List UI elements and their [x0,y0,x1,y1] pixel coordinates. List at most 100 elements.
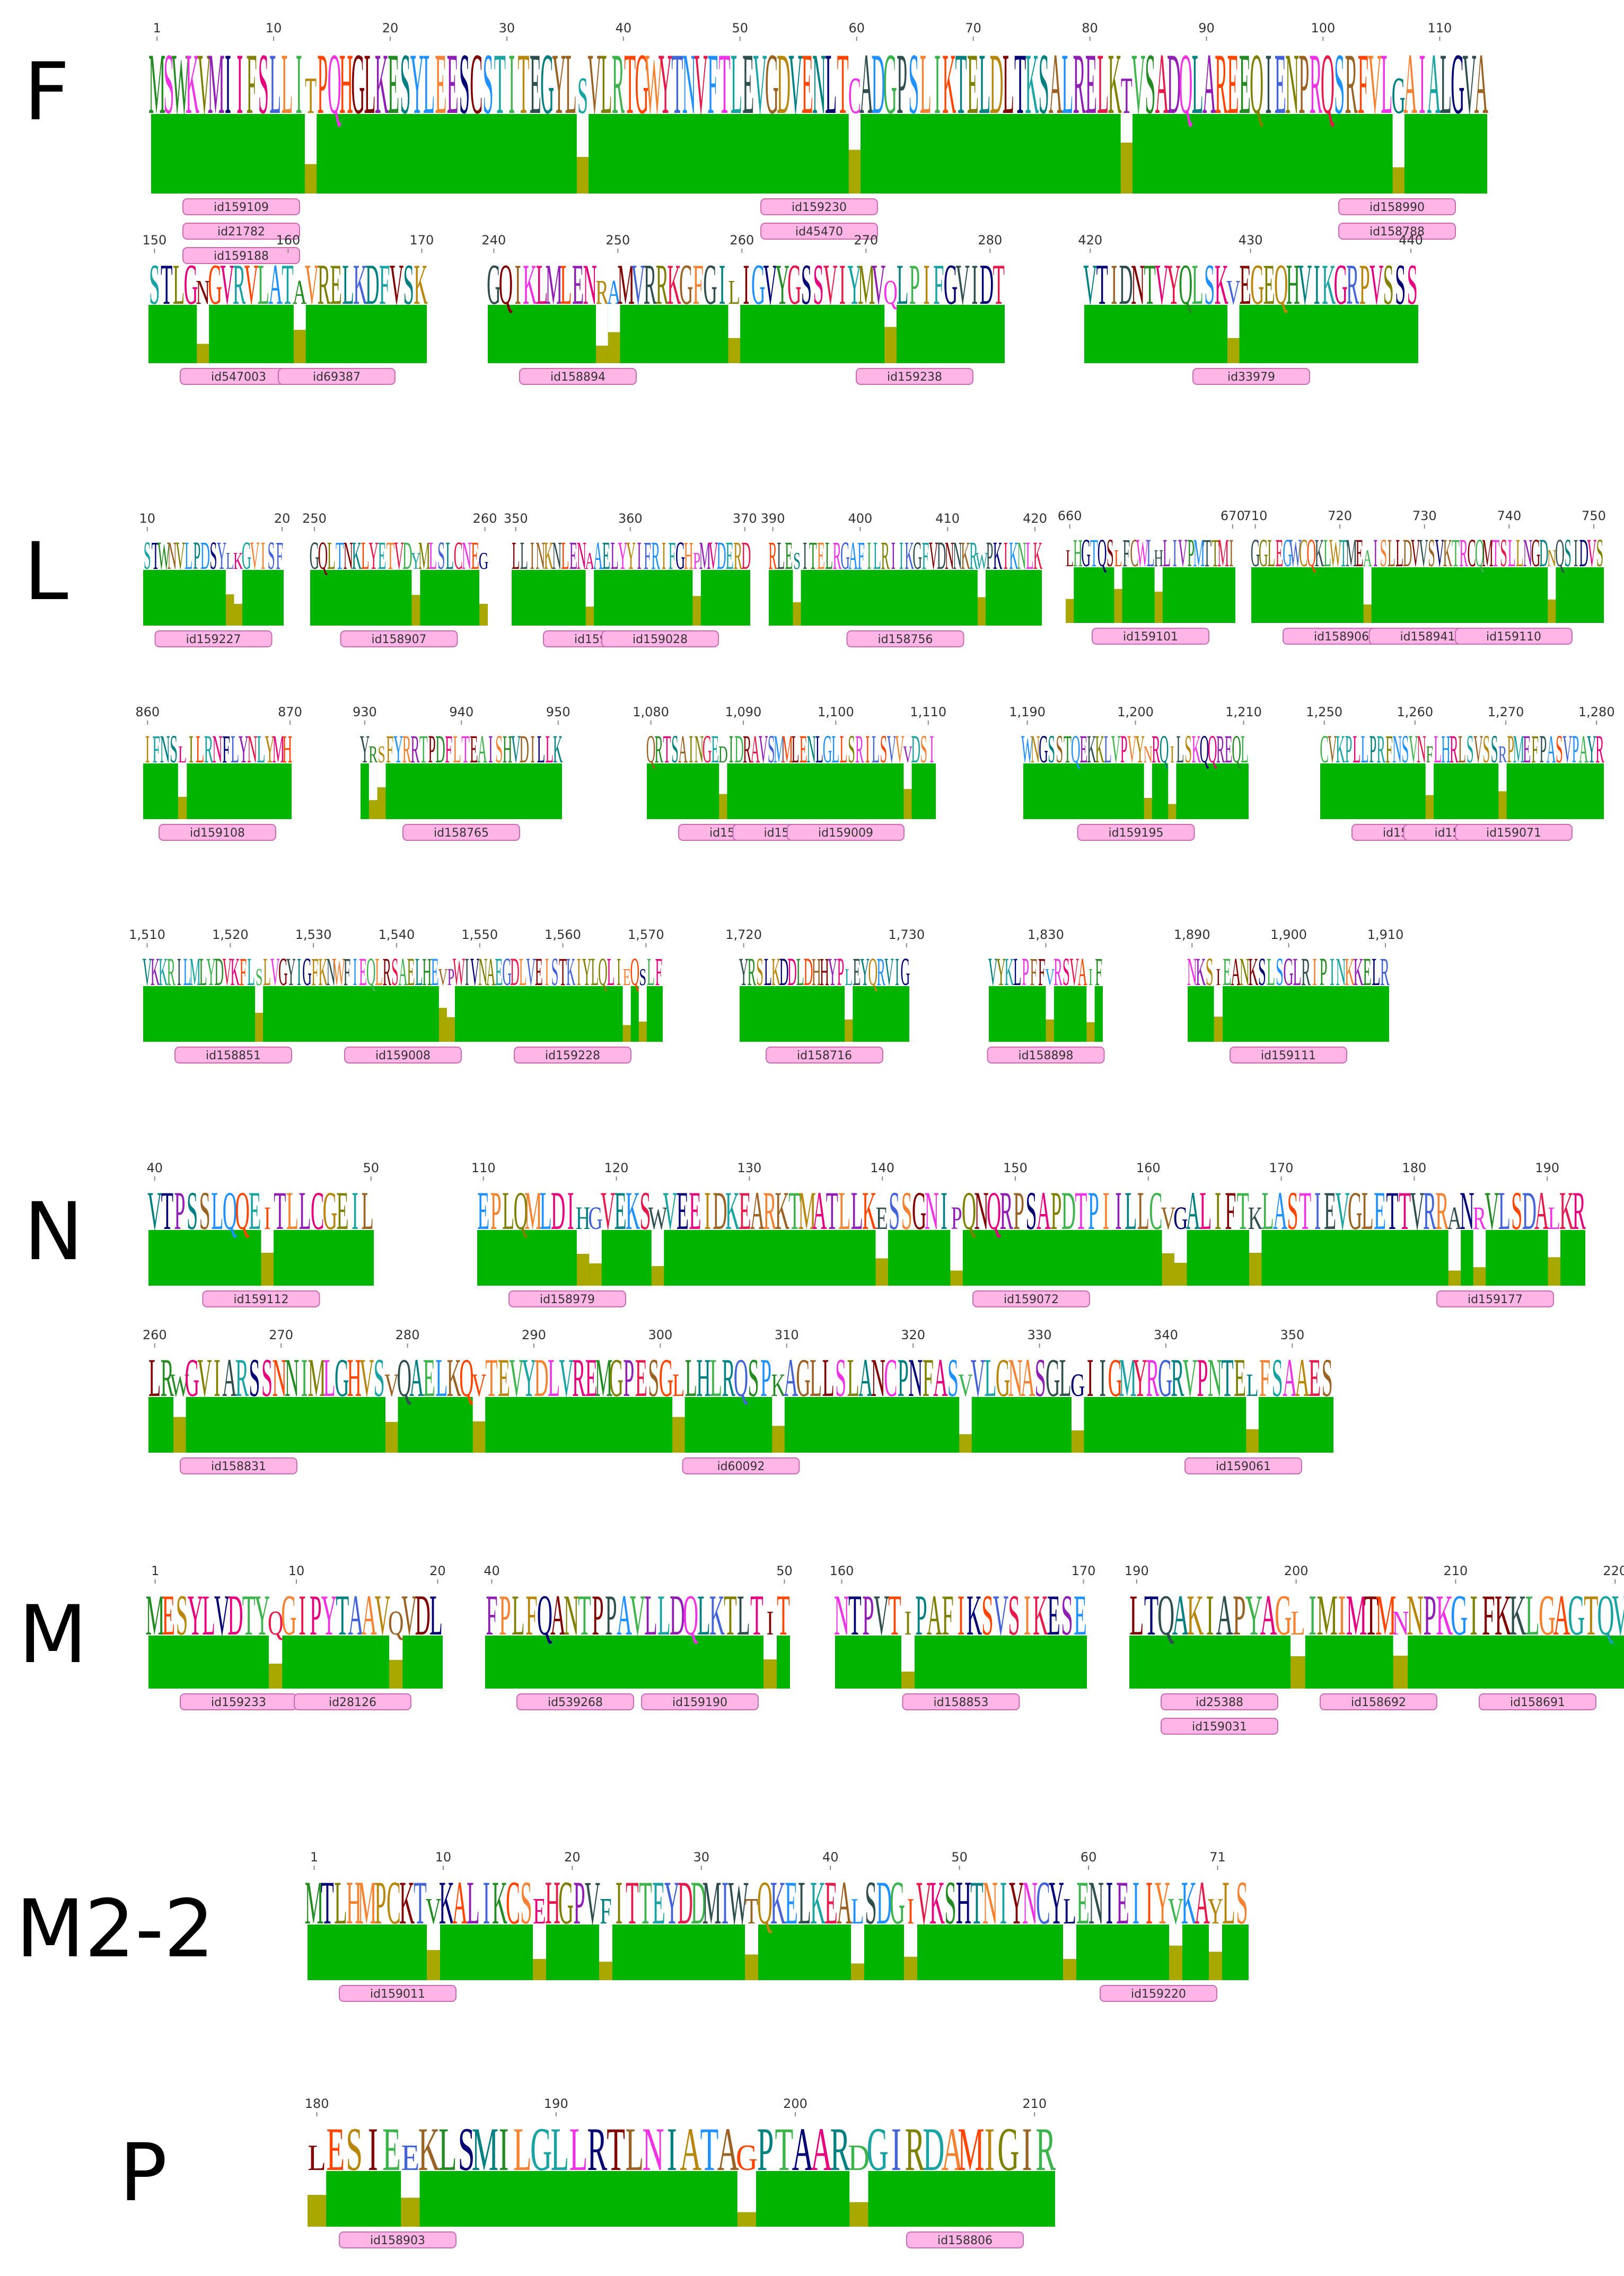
position-tick: 260 [143,1328,167,1342]
position-tick: 750 [1582,508,1606,523]
logo-letter: G [996,1347,1010,1408]
logo-letter: L [847,1347,859,1408]
logo-letter: L [1323,531,1331,575]
logo-letter: Y [360,727,370,771]
logo-letter: N [1285,36,1299,132]
logo-letter: P [1572,727,1579,771]
logo-letter: Y [254,1583,270,1647]
logo-letter: R [1459,531,1468,575]
logo-letter: F [1482,1583,1495,1648]
logo-letter: S [261,1347,273,1408]
position-tick: 270 [854,233,878,248]
logo-letter: S [1035,1347,1046,1408]
logo-letter: P [1540,727,1547,771]
logo-letter: Q [757,1868,773,1937]
variable-segment [173,1417,186,1453]
logo-letter: A [1547,727,1556,771]
logo-letter: I [929,727,934,771]
logo-letter: I [1173,531,1177,575]
epitope-id: id159101 [1123,630,1178,644]
logo-letter: L [657,1583,671,1647]
logo-letter: I [296,36,302,132]
logo-letter: K [771,950,781,994]
logo-letter: Q [1250,36,1263,132]
epitope-id: id159195 [1108,827,1163,840]
variable-segment [1071,1430,1084,1453]
logo-letter: V [753,36,767,132]
logo-letter: E [1239,36,1251,132]
epitope-tag [1100,1985,1217,2002]
logo-letter: W [453,950,465,994]
protein-label-l: L [24,526,68,618]
logo-letter: V [1485,1180,1499,1241]
logo-letter: I [1216,964,1221,991]
variable-segment [1214,1016,1223,1042]
gap-segment [772,1397,785,1426]
logo-letter: I [483,1868,490,1937]
logo-letter: K [1025,36,1039,132]
logo-letter: I [905,1603,911,1642]
position-tick: 1,540 [379,927,415,942]
variable-segment [622,1025,631,1042]
logo-letter: S [671,727,679,771]
position-tick: 1,560 [545,927,581,942]
logo-letter: G [1070,1367,1085,1404]
logo-letter: E [1047,1583,1060,1647]
logo-letter: A [398,950,408,994]
variable-segment [638,1022,647,1042]
logo-letter: K [862,1180,876,1241]
logo-letter: L [851,1891,864,1932]
logo-letter: Q [1307,531,1316,575]
variable-segment [1114,588,1122,623]
logo-letter: I [616,1868,622,1937]
logo-letter: L [1381,36,1392,132]
logo-letter: Q [514,1180,528,1241]
conservation-bar [1129,1636,1624,1689]
logo-letter: L [1353,727,1360,771]
logo-letter: V [394,534,404,578]
logo-letter: C [1036,1868,1050,1937]
logo-letter: E [1223,951,1231,995]
logo-letter: N [812,36,826,132]
logo-letter: A [348,1583,364,1647]
gap-segment [446,986,455,1017]
logo-letter: N [1392,727,1402,771]
logo-letter: C [1130,531,1138,575]
logo-letter: T [848,1583,862,1647]
logo-letter: V [1131,36,1145,132]
conservation-bar [1066,567,1235,623]
logo-letter: L [231,728,239,772]
logo-letter: E [162,1583,175,1647]
logo-letter: K [1559,1180,1574,1241]
epitope-id: id45470 [795,225,843,239]
logo-letter: K [1443,531,1452,575]
variable-segment [763,1659,777,1689]
variable-segment [1174,1262,1187,1286]
logo-letter: A [593,534,603,578]
logo-letter: E [1363,951,1372,995]
position-tick: 400 [848,511,872,526]
logo-letter: G [487,252,501,317]
logo-letter: N [343,534,353,578]
gap-segment [959,1397,972,1435]
logo-letter: Q [1157,1583,1174,1648]
logo-letter: K [1248,951,1258,995]
logo-letter: W [648,1200,668,1237]
logo-letter: L [1361,1180,1373,1241]
epitope-id: id158907 [371,633,426,646]
logo-letter: I [934,36,941,132]
logo-letter: R [999,1180,1013,1241]
logo-letter: V [197,1347,212,1408]
logo-letter: V [1127,727,1137,771]
epitope-tag [972,1290,1090,1307]
logo-letter: G [1251,531,1260,575]
logo-letter: L [1458,727,1466,771]
logo-letter: S [889,1180,900,1241]
position-tick: 440 [1399,233,1423,248]
logo-letter: P [757,2115,774,2184]
logo-letter: K [1322,252,1336,317]
logo-letter: A [477,727,487,771]
variable-segment [389,1660,403,1689]
logo-letter: I [177,950,181,994]
epitope-id: id159177 [1468,1293,1523,1306]
